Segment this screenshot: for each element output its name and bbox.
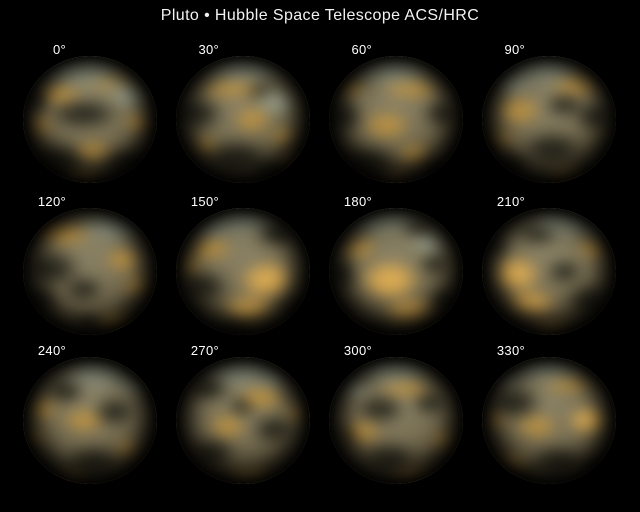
planet-surface xyxy=(329,56,463,183)
planet-cell: 150° xyxy=(167,192,320,354)
planet-angle-label: 180° xyxy=(343,194,372,209)
planet-angle-label: 330° xyxy=(496,343,525,358)
planet-surface xyxy=(482,56,616,183)
planet-angle-label: 90° xyxy=(504,42,525,57)
planet-surface xyxy=(329,357,463,484)
planet-limb-shade xyxy=(482,208,616,335)
planet-disk xyxy=(176,357,310,484)
planet-surface xyxy=(176,208,310,335)
planet-cell: 60° xyxy=(320,40,473,202)
planet-angle-label: 0° xyxy=(52,42,66,57)
planet-limb-shade xyxy=(176,357,310,484)
planet-angle-label: 300° xyxy=(343,343,372,358)
planet-cell: 180° xyxy=(320,192,473,354)
planet-disk xyxy=(482,56,616,183)
planet-surface xyxy=(176,56,310,183)
planet-cell: 120° xyxy=(14,192,167,354)
planet-limb-shade xyxy=(329,357,463,484)
planet-disk xyxy=(176,208,310,335)
planet-disk xyxy=(482,208,616,335)
planet-cell: 300° xyxy=(320,341,473,503)
planet-surface xyxy=(176,357,310,484)
image-title: Pluto • Hubble Space Telescope ACS/HRC xyxy=(160,7,480,24)
planet-disk xyxy=(329,357,463,484)
planet-surface xyxy=(23,208,157,335)
planet-disk xyxy=(23,56,157,183)
planet-limb-shade xyxy=(23,56,157,183)
planet-angle-label: 270° xyxy=(190,343,219,358)
planet-angle-label: 240° xyxy=(37,343,66,358)
planet-cell: 0° xyxy=(14,40,167,202)
planet-cell: 240° xyxy=(14,341,167,503)
planet-limb-shade xyxy=(482,357,616,484)
planet-cell: 330° xyxy=(473,341,626,503)
planet-surface xyxy=(482,357,616,484)
planet-disk xyxy=(329,56,463,183)
planet-disk xyxy=(23,208,157,335)
planet-cell: 90° xyxy=(473,40,626,202)
planet-limb-shade xyxy=(23,357,157,484)
planet-surface xyxy=(23,56,157,183)
planet-angle-label: 210° xyxy=(496,194,525,209)
planet-limb-shade xyxy=(329,56,463,183)
planet-cell: 210° xyxy=(473,192,626,354)
planet-disk xyxy=(23,357,157,484)
planet-cell: 270° xyxy=(167,341,320,503)
planet-limb-shade xyxy=(176,208,310,335)
planet-disk xyxy=(482,357,616,484)
planet-limb-shade xyxy=(23,208,157,335)
planet-angle-label: 60° xyxy=(351,42,372,57)
planet-surface xyxy=(482,208,616,335)
planet-angle-label: 120° xyxy=(37,194,66,209)
planet-limb-shade xyxy=(176,56,310,183)
planet-limb-shade xyxy=(482,56,616,183)
planet-surface xyxy=(23,357,157,484)
planet-limb-shade xyxy=(329,208,463,335)
planet-cell: 30° xyxy=(167,40,320,202)
planet-angle-label: 30° xyxy=(198,42,219,57)
planet-disk xyxy=(329,208,463,335)
planet-surface xyxy=(329,208,463,335)
planet-angle-label: 150° xyxy=(190,194,219,209)
planet-disk xyxy=(176,56,310,183)
